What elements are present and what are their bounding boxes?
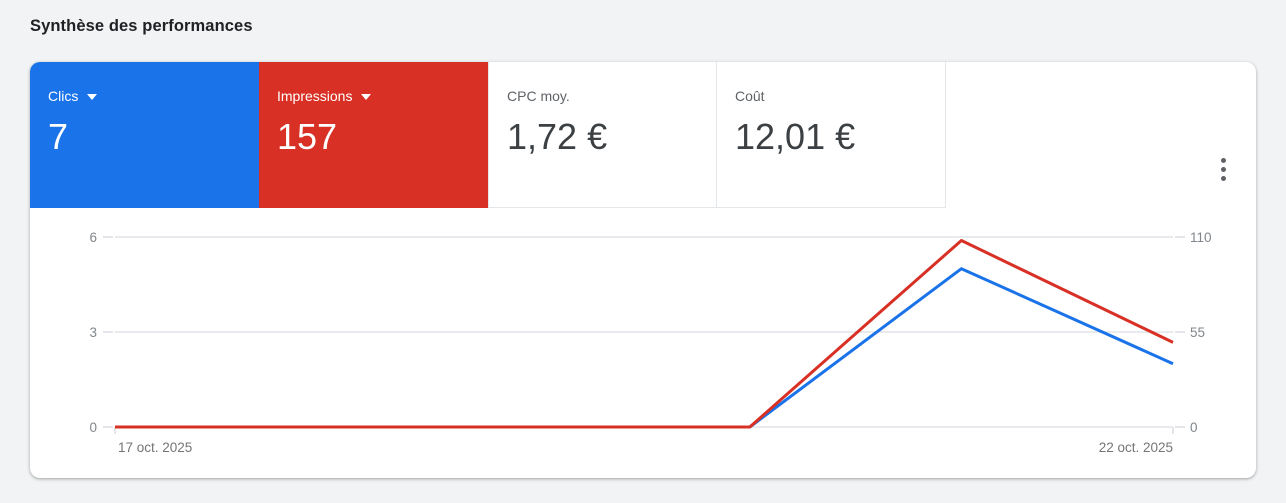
dropdown-arrow-icon: [87, 94, 98, 100]
dropdown-arrow-icon: [361, 94, 372, 100]
line-chart-svg: 0 0 3 55 6 110 17 oct. 2025 22 oct. 2025: [89, 230, 1212, 455]
kebab-vertical-icon: [1220, 157, 1226, 181]
performance-chart: 0 0 3 55 6 110 17 oct. 2025 22 oct. 2025: [30, 208, 1256, 478]
svg-text:0: 0: [1190, 420, 1198, 435]
metric-label: CPC moy.: [507, 88, 570, 104]
metric-tile-clics[interactable]: Clics 7: [30, 62, 259, 208]
metric-value: 157: [277, 116, 338, 157]
svg-text:0: 0: [89, 420, 97, 435]
metric-tile-cpc-moy: CPC moy. 1,72 €: [488, 62, 717, 208]
metric-tiles-row: Clics 7 Impressions 157 CPC moy. 1,72 € …: [30, 62, 1256, 208]
svg-text:17 oct. 2025: 17 oct. 2025: [118, 440, 192, 455]
svg-text:6: 6: [89, 230, 97, 245]
metric-value: 7: [48, 116, 69, 157]
svg-text:110: 110: [1190, 230, 1212, 245]
metric-tile-cout: Coût 12,01 €: [717, 62, 946, 208]
metric-value: 12,01 €: [735, 116, 856, 157]
metric-label: Clics: [48, 88, 79, 104]
metric-selector-clics[interactable]: Clics: [48, 88, 241, 104]
svg-text:55: 55: [1190, 325, 1205, 340]
metric-label: Impressions: [277, 88, 353, 104]
svg-text:3: 3: [89, 325, 97, 340]
page-title: Synthèse des performances: [30, 17, 253, 35]
svg-text:22 oct. 2025: 22 oct. 2025: [1099, 440, 1173, 455]
more-options-button[interactable]: [1202, 148, 1244, 190]
metric-tile-impressions[interactable]: Impressions 157: [259, 62, 488, 208]
performance-summary-card: Clics 7 Impressions 157 CPC moy. 1,72 € …: [30, 62, 1256, 478]
metric-selector-impressions[interactable]: Impressions: [277, 88, 470, 104]
metric-value: 1,72 €: [507, 116, 608, 157]
metric-label: Coût: [735, 88, 765, 104]
